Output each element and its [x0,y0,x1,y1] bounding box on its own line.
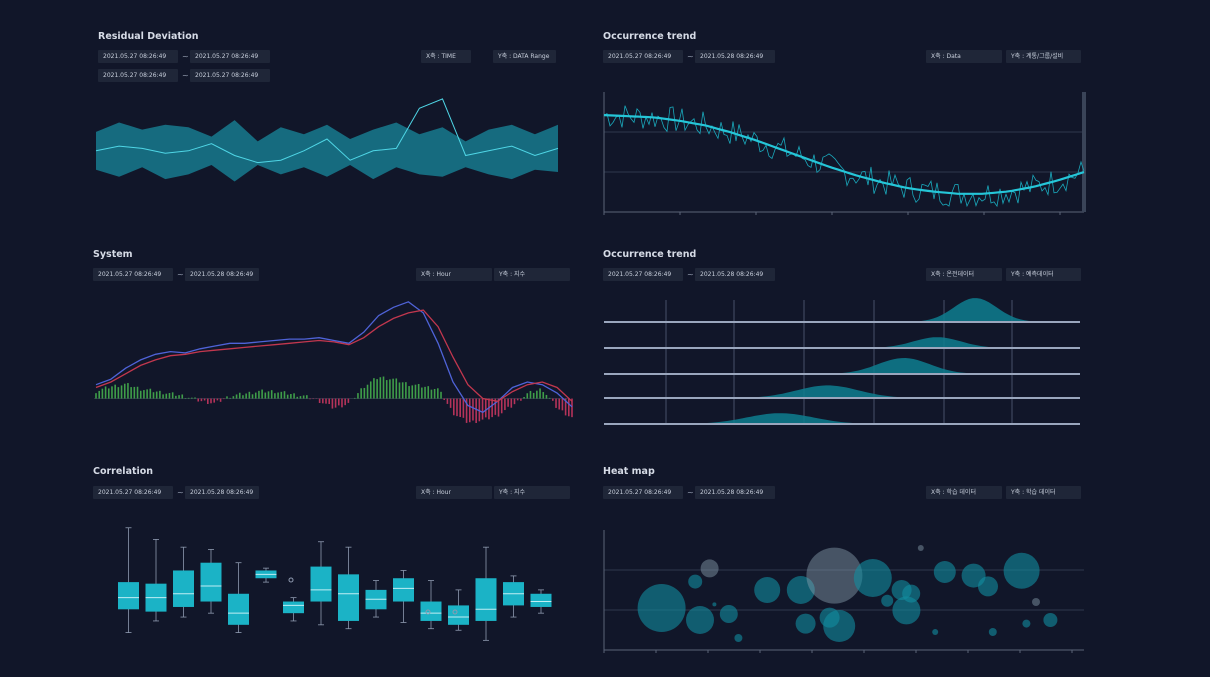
date-end-chip[interactable]: 2021.05.27 08:26:49 [190,50,270,63]
y-axis-chip[interactable]: Y축 : 예측데이터 [1006,268,1081,281]
series-line-1 [95,301,573,414]
date-start-chip[interactable]: 2021.05.27 08:26:49 [98,69,178,82]
date-end-chip[interactable]: 2021.05.27 08:26:49 [190,69,270,82]
bubble [700,559,719,578]
panel-title: Correlation [93,466,154,477]
center-line [95,98,559,164]
date-separator: ~ [177,270,184,279]
y-axis-chip[interactable]: Y축 : 지수 [494,268,570,281]
heat-map-bubble-chart [603,530,1084,653]
bubble [932,629,939,635]
date-start-chip[interactable]: 2021.05.27 08:26:49 [603,268,683,281]
date-separator: ~ [687,52,694,61]
ridge-area [604,358,1080,374]
x-axis-chip[interactable]: X축 : Hour [416,486,492,499]
box [283,601,304,614]
box [228,593,249,625]
box [420,601,442,621]
x-axis-chip[interactable]: X축 : 온전데이터 [926,268,1002,281]
panel-title: Occurrence trend [603,249,697,260]
box [530,593,552,607]
y-axis-chip[interactable]: Y축 : 계통/그룹/설비 [1006,50,1081,63]
bubble [823,610,856,642]
occurrence-trend-ridge-chart [604,298,1080,425]
date-start-chip[interactable]: 2021.05.27 08:26:49 [98,50,178,63]
date-start-chip[interactable]: 2021.05.27 08:26:49 [603,486,683,499]
bubble [892,596,921,625]
box [118,582,139,610]
correlation-boxplot-chart [118,527,552,641]
ridge-area [604,298,1080,322]
series-line-2 [95,309,573,402]
bubble [719,605,738,623]
trend-series [603,114,1085,195]
occurrence-trend-line-chart [603,92,1086,215]
bubble [637,584,686,632]
box [173,570,194,607]
box [338,574,359,621]
date-separator: ~ [182,71,189,80]
y-axis-chip[interactable]: Y축 : DATA Range [493,50,556,63]
ridge-area [604,413,1080,424]
bubble [795,613,816,634]
y-axis-chip[interactable]: Y축 : 지수 [494,486,570,499]
date-start-chip[interactable]: 2021.05.27 08:26:49 [603,50,683,63]
bubble [881,594,894,607]
box [393,578,414,602]
outlier [288,577,294,583]
bubble [902,584,921,603]
box [310,566,332,602]
scrollbar [1082,92,1086,212]
bubble [988,628,997,636]
panel-title: Heat map [603,466,655,477]
bubble [933,561,956,583]
date-start-chip[interactable]: 2021.05.27 08:26:49 [93,486,173,499]
ridge-area [604,385,1080,398]
bubble [917,545,924,551]
system-chart [94,301,573,424]
x-axis-chip[interactable]: X축 : Data [926,50,1002,63]
box [475,578,497,621]
x-axis-chip[interactable]: X축 : 학습 데이터 [926,486,1002,499]
bubble [853,559,892,597]
date-end-chip[interactable]: 2021.05.28 08:26:49 [185,268,259,281]
date-end-chip[interactable]: 2021.05.28 08:26:49 [695,268,775,281]
date-start-chip[interactable]: 2021.05.27 08:26:49 [93,268,173,281]
panel-title: Occurrence trend [603,31,697,42]
residual-deviation-chart [95,98,559,182]
outlier [425,609,431,615]
bubble [686,606,714,634]
y-axis-chip[interactable]: Y축 : 학습 데이터 [1006,486,1081,499]
bubble [786,576,815,604]
date-separator: ~ [687,270,694,279]
bubble [1003,552,1040,589]
bubble [754,577,781,603]
ridge-area [604,337,1080,348]
deviation-band [96,120,558,182]
bubble [978,576,998,597]
bubble [1032,598,1040,606]
bubble [1043,613,1058,627]
panel-title: Residual Deviation [98,31,199,42]
date-separator: ~ [687,488,694,497]
bubble [712,602,717,607]
date-end-chip[interactable]: 2021.05.28 08:26:49 [185,486,259,499]
box [448,605,469,625]
bubble [806,547,863,604]
bubble [1022,619,1031,628]
panel-title: System [93,249,133,260]
date-end-chip[interactable]: 2021.05.28 08:26:49 [695,486,775,499]
date-separator: ~ [177,488,184,497]
x-axis-chip[interactable]: X축 : Hour [416,268,492,281]
bubble [688,574,703,589]
box [200,562,222,602]
noisy-series [603,105,1085,208]
bubble [734,634,743,642]
x-axis-chip[interactable]: X축 : TIME [421,50,471,63]
date-end-chip[interactable]: 2021.05.28 08:26:49 [695,50,775,63]
outlier [452,609,458,615]
date-separator: ~ [182,52,189,61]
